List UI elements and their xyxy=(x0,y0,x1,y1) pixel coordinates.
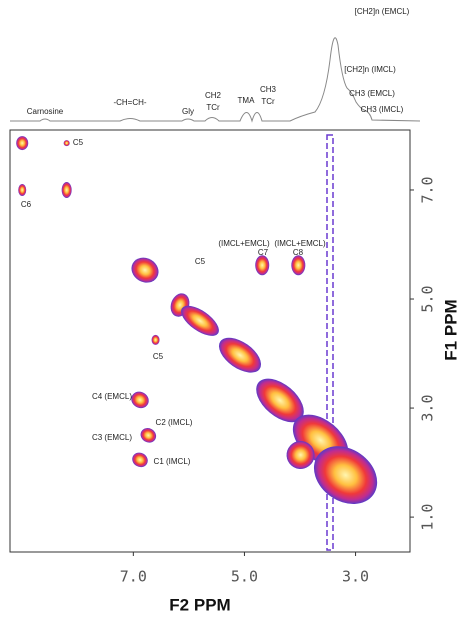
chart: F2 PPM F1 PPM 7.0 5.0 3.0 1.0 3.0 5.0 7.0 C6 C5 C… xyxy=(0,0,470,618)
cross-peak xyxy=(64,140,70,146)
cross-peak xyxy=(152,335,160,345)
spectrum-label: CH3 (IMCL) xyxy=(361,105,404,114)
spectrum-label: TMA xyxy=(238,96,256,105)
peak-label: C4 (EMCL) xyxy=(92,392,132,401)
cross-peak xyxy=(18,184,26,196)
spectrum-label: CH3 xyxy=(260,85,277,94)
x-tick-label: 5.0 xyxy=(231,568,258,586)
peak-label: C2 (IMCL) xyxy=(156,418,193,427)
spectrum-label: CH3 (EMCL) xyxy=(349,89,395,98)
peak-label: C5 xyxy=(195,257,206,266)
peak-label: C7 xyxy=(258,248,269,257)
spectrum-label: Gly xyxy=(182,107,194,116)
peak-label: (IMCL+EMCL) xyxy=(274,239,326,248)
peak-label: C3 (EMCL) xyxy=(92,433,132,442)
spectrum-label: [CH2]n (IMCL) xyxy=(344,65,396,74)
spectrum-label: [CH2]n (EMCL) xyxy=(355,7,410,16)
x-axis-title: F2 PPM xyxy=(169,595,230,614)
x-tick-label: 3.0 xyxy=(342,568,369,586)
spectrum-label: Carnosine xyxy=(27,107,64,116)
spectrum-label: TCr xyxy=(261,97,275,106)
peak-label: (IMCL+EMCL) xyxy=(218,239,270,248)
cross-peak xyxy=(138,425,159,445)
cross-peak xyxy=(291,255,305,275)
y-axis-title: F1 PPM xyxy=(441,299,460,360)
x-tick-label: 7.0 xyxy=(120,568,147,586)
spectrum-label: -CH=CH- xyxy=(113,98,146,107)
peak-label: C6 xyxy=(21,200,32,209)
cross-peak xyxy=(16,136,28,150)
cross-peak xyxy=(130,450,151,470)
spectrum-label: CH2 xyxy=(205,91,222,100)
cross-peak xyxy=(255,255,269,275)
y-tick-label: 7.0 xyxy=(419,176,437,203)
y-tick-label: 3.0 xyxy=(419,395,437,422)
y-tick-label: 1.0 xyxy=(419,504,437,531)
peak-label: C5 xyxy=(73,138,84,147)
peak-label: C8 xyxy=(293,248,304,257)
cross-peak xyxy=(127,253,163,288)
y-tick-label: 5.0 xyxy=(419,285,437,312)
spectrum-label: TCr xyxy=(206,103,220,112)
peak-label: C1 (IMCL) xyxy=(154,457,191,466)
peak-label: C5 xyxy=(153,352,164,361)
cross-peak xyxy=(62,182,72,198)
cross-peak xyxy=(213,331,267,380)
